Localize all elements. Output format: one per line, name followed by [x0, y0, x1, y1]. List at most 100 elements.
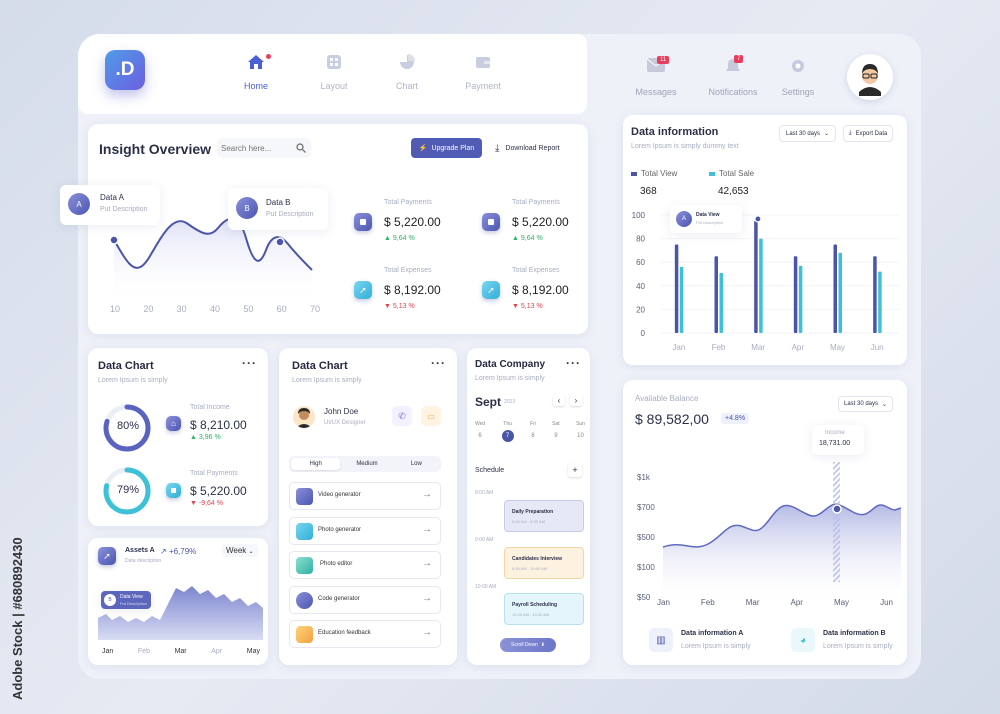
legend-total-sale: Total Sale 42,653 [709, 169, 754, 197]
day-fri[interactable]: Fri 8 [530, 421, 536, 442]
event-candidates-interview[interactable]: Candidates Interview 9:30 AM - 10:00 AM [504, 547, 584, 579]
search-box[interactable] [217, 138, 311, 158]
messages-button[interactable]: 11 Messages [630, 56, 682, 97]
tooltip-title: Data View [120, 594, 143, 600]
card-subtitle: Lorem Ipsum is simply dummy text [631, 143, 739, 150]
bar-total-sale[interactable] [878, 271, 882, 333]
search-icon[interactable] [296, 143, 306, 153]
video-icon [296, 488, 313, 505]
settings-button[interactable]: Settings [778, 58, 818, 97]
bar-total-view[interactable] [674, 244, 679, 334]
nav-chart[interactable]: Chart [389, 54, 425, 91]
more-menu-button[interactable]: ··· [431, 356, 446, 370]
progress-ring-payments [103, 467, 151, 515]
day-number: 6 [478, 433, 482, 439]
progress-ring-income [103, 404, 151, 452]
arrow-down-icon: ⬇ [540, 642, 545, 648]
day-sun[interactable]: Sun 10 [576, 421, 585, 442]
data-information-a[interactable]: ▥ Data information A Lorem Ipsum is simp… [649, 626, 769, 656]
bar-total-sale[interactable] [798, 265, 803, 333]
bar-total-view[interactable] [714, 256, 719, 333]
photo-edit-icon [296, 557, 313, 574]
badge-a: A [68, 193, 90, 215]
bar-total-view[interactable] [873, 256, 877, 333]
period-select[interactable]: Week ⌄ [222, 544, 258, 557]
day-number: 8 [531, 433, 535, 439]
wallet-icon [476, 57, 490, 68]
bar-total-sale[interactable] [719, 272, 724, 333]
ring-percent: 80% [117, 420, 140, 432]
event-daily-preparation[interactable]: Daily Preparation 8:00 AM - 8:30 AM [504, 500, 584, 532]
search-input[interactable] [221, 141, 291, 155]
phone-button[interactable]: ✆ [392, 406, 412, 426]
more-menu-button[interactable]: ··· [242, 356, 257, 370]
list-item-photo-editor[interactable]: Photo editor → [289, 551, 441, 579]
add-event-button[interactable]: + [568, 463, 582, 477]
nav-layout[interactable]: Layout [316, 54, 352, 91]
data-point-a[interactable] [109, 235, 119, 245]
period-select[interactable]: Last 30 days ⌄ [779, 125, 837, 142]
stat-label: Total Income [190, 404, 230, 411]
upgrade-plan-button[interactable]: ⚡ Upgrade Plan [411, 138, 482, 158]
bar-total-view[interactable] [793, 256, 798, 333]
user-name: John Doe [324, 407, 359, 416]
notifications-button[interactable]: 7 Notifications [703, 55, 763, 97]
stat-change: ▼ -9,64 % [190, 500, 223, 507]
list-item-code-generator[interactable]: Code generator → [289, 586, 441, 614]
event-title: Payroll Scheduling [512, 602, 558, 608]
list-item-photo-generator[interactable]: Photo generator → [289, 517, 441, 545]
bar-total-sale[interactable] [838, 252, 843, 333]
period-select[interactable]: Last 30 days ⌄ [838, 396, 894, 412]
event-time: 8:00 AM - 8:30 AM [512, 519, 545, 524]
bar-total-view[interactable] [833, 244, 838, 334]
prev-month-button[interactable]: ‹ [553, 394, 565, 406]
more-menu-button[interactable]: ··· [566, 356, 581, 370]
stat-label: Total Expenses [384, 267, 432, 274]
calendar-week: Wed 6 Thu 7 Fri 8 Sat 9 Sun 10 [475, 421, 585, 442]
event-payroll-scheduling[interactable]: Payroll Scheduling 10:00 AM - 10:30 AM [504, 593, 584, 625]
scroll-down-label: Scroll Down [511, 642, 538, 648]
stat-value: $ 5,220.00 [512, 215, 569, 229]
brand-logo[interactable]: .D [105, 50, 145, 90]
bar-total-sale[interactable] [679, 266, 684, 333]
tab-high[interactable]: High [291, 458, 341, 470]
day-sat[interactable]: Sat 9 [552, 421, 560, 442]
x-tick: 60 [276, 304, 287, 314]
layout-icon [327, 55, 341, 69]
home-stat-icon: ⌂ [166, 416, 181, 431]
x-tick: Jan [657, 598, 670, 607]
stat-change-value: 5,13 % [520, 303, 543, 310]
nav-payment[interactable]: Payment [463, 54, 503, 91]
nav-home[interactable]: Home [238, 54, 274, 91]
assets-title: Assets A [125, 547, 155, 554]
balance-data-point[interactable] [832, 504, 842, 514]
time-label: 9:00 AM [475, 537, 494, 543]
next-month-button[interactable]: › [570, 394, 582, 406]
legend-value: 368 [640, 186, 657, 197]
y-tick: $700 [637, 503, 655, 512]
data-information-b[interactable]: ◕ Data information B Lorem Ipsum is simp… [791, 626, 901, 656]
y-tick: 80 [636, 235, 645, 244]
tab-medium[interactable]: Medium [342, 456, 391, 472]
bar-total-view[interactable] [754, 220, 758, 333]
tab-low[interactable]: Low [392, 456, 441, 472]
list-item-education-feedback[interactable]: Education feedback → [289, 620, 441, 648]
scroll-down-button[interactable]: Scroll Down ⬇ [500, 638, 556, 652]
download-report-button[interactable]: ⤓ Download Report [495, 138, 575, 158]
info-title: Data information A [681, 630, 744, 637]
balance-change: +4.8% [721, 413, 750, 424]
video-call-button[interactable]: ▭ [421, 406, 441, 426]
y-tick: 100 [632, 211, 646, 220]
day-thu[interactable]: Thu 7 [501, 421, 514, 442]
tooltip-desc: Put Description [100, 206, 148, 213]
balance-xaxis: Jan Feb Mar Apr May Jun [657, 598, 893, 607]
data-point-b[interactable] [275, 237, 285, 247]
export-data-button[interactable]: ⤓ Export Data [843, 125, 894, 142]
bar-total-sale[interactable] [759, 238, 763, 333]
arrow-right-icon: → [422, 489, 432, 500]
tooltip-title: Data A [100, 193, 125, 202]
stat-label: Total Payments [190, 470, 238, 477]
list-item-video-generator[interactable]: Video generator → [289, 482, 441, 510]
day-wed[interactable]: Wed 6 [475, 421, 485, 442]
user-avatar[interactable] [847, 54, 893, 100]
